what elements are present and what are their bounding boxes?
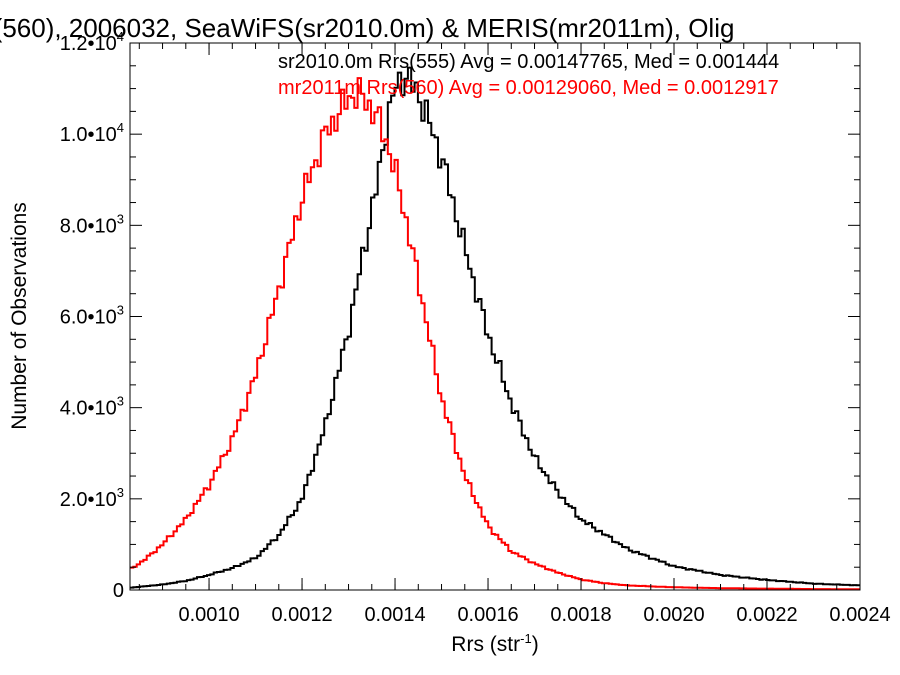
y-tick-label: 0	[113, 580, 124, 602]
y-tick-label: 8.0•103	[60, 211, 124, 237]
plot-frame	[129, 42, 861, 591]
x-tick-label: 0.0016	[457, 604, 518, 626]
x-tick-label: 0.0010	[178, 604, 239, 626]
y-tick-label: 1.0•104	[60, 120, 124, 146]
legend-entry-2: mr2011m Rrs(560) Avg = 0.00129060, Med =…	[278, 77, 779, 99]
y-tick-label: 4.0•103	[60, 394, 124, 420]
y-tick-label: 1.2•104	[60, 29, 124, 55]
series-line-2	[130, 77, 860, 591]
x-tick-label: 0.0012	[271, 604, 332, 626]
legend-entry-1: sr2010.0m Rrs(555) Avg = 0.00147765, Med…	[278, 51, 779, 73]
y-axis-label: Number of Observations	[8, 202, 31, 430]
chart-title: rs(560), 2006032, SeaWiFS(sr2010.0m) & M…	[0, 13, 734, 43]
y-axis: 0 2.0•103 4.0•103 6.0•103 8.0•103 1.0•104 1.2•…	[60, 29, 860, 602]
x-tick-label: 0.0020	[643, 604, 704, 626]
series-layer	[130, 66, 860, 591]
y-tick-label: 2.0•103	[60, 485, 124, 511]
x-tick-label: 0.0022	[736, 604, 797, 626]
y-tick-label: 6.0•103	[60, 303, 124, 329]
x-axis-label: Rrs (str-1)	[451, 631, 538, 656]
x-tick-label: 0.0018	[550, 604, 611, 626]
series-line-1	[130, 66, 860, 589]
legend: sr2010.0m Rrs(555) Avg = 0.00147765, Med…	[278, 51, 779, 99]
x-tick-label: 0.0024	[829, 604, 890, 626]
x-axis: 0.0010 0.0012 0.0014 0.0016 0.0018 0.0020 0.00…	[138, 43, 891, 626]
x-tick-label: 0.0014	[364, 604, 425, 626]
